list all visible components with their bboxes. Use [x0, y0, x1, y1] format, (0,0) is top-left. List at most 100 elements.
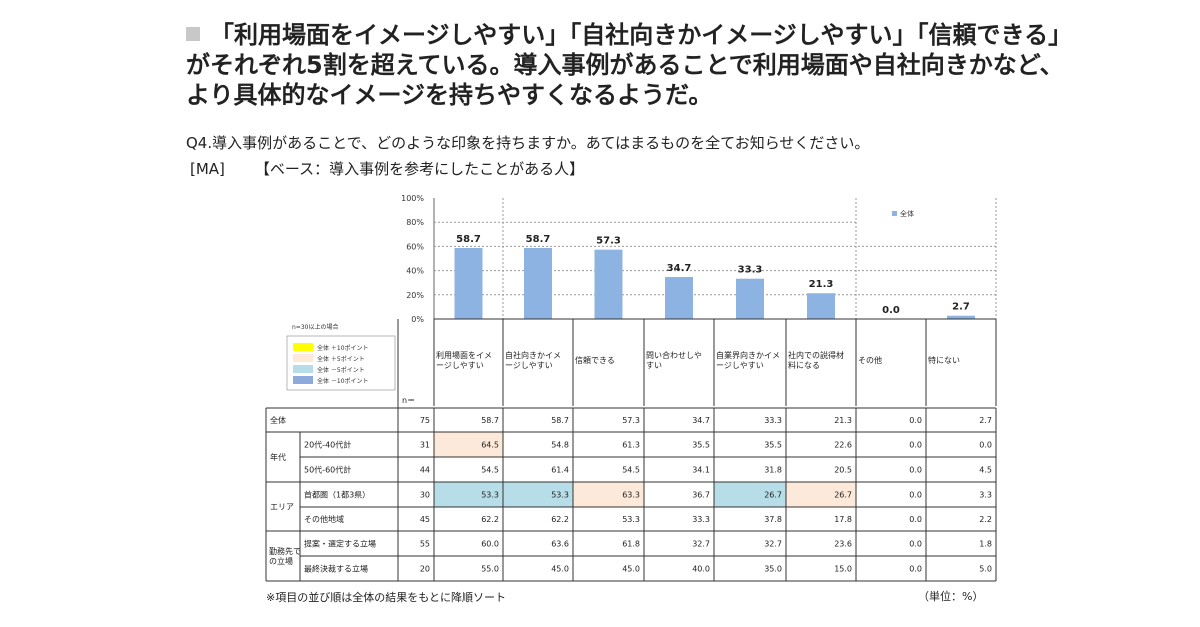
- base-line: [MA] 【ベース：導入事例を参考にしたことがある人】: [190, 158, 584, 179]
- table-cell-value: 22.6: [834, 441, 852, 450]
- legend-note-title: n=30以上の場合: [292, 323, 338, 331]
- row-sub-label: 50代-60代計: [304, 465, 351, 475]
- legend-swatch: [892, 211, 897, 216]
- row-n-value: 30: [420, 491, 430, 500]
- legend-note-label: 全体 ＋10ポイント: [317, 344, 369, 352]
- table-cell-value: 0.0: [909, 491, 922, 500]
- table-cell-value: 0.0: [909, 540, 922, 549]
- bar-value-label: 58.7: [526, 234, 551, 245]
- bar-value-label: 2.7: [952, 302, 970, 313]
- legend-note-swatch: [293, 354, 313, 362]
- bar: [807, 293, 835, 319]
- headline-text: 「利用場面をイメージしやすい」「自社向きかイメージしやすい」「信頼できる」がそれ…: [186, 21, 1064, 109]
- table-cell-value: 34.7: [692, 416, 710, 425]
- table-cell-value: 35.5: [692, 441, 710, 450]
- table-cell-value: 32.7: [692, 540, 710, 549]
- table-cell-value: 58.7: [481, 416, 499, 425]
- row-n-value: 31: [420, 441, 430, 450]
- row-n-value: 20: [420, 565, 430, 574]
- table-cell-value: 33.3: [764, 416, 782, 425]
- bar-value-label: 34.7: [667, 263, 692, 274]
- row-group-label: エリア: [270, 503, 294, 512]
- table-cell-value: 1.8: [979, 540, 992, 549]
- table-cell-value: 17.8: [834, 515, 852, 524]
- legend-note-label: 全体 －5ポイント: [317, 366, 365, 374]
- table-cell-value: 0.0: [909, 515, 922, 524]
- bar: [524, 247, 552, 319]
- table-cell-value: 55.0: [481, 565, 499, 574]
- table-cell-value: 0.0: [909, 565, 922, 574]
- legend-note-swatch: [293, 343, 313, 351]
- table-cell-value: 53.3: [481, 491, 499, 500]
- table-cell-value: 15.0: [834, 565, 852, 574]
- table-cell-value: 64.5: [481, 441, 499, 450]
- bar: [594, 249, 623, 319]
- table-cell-value: 33.3: [692, 515, 710, 524]
- table-cell-value: 53.3: [551, 491, 569, 500]
- row-n-value: 75: [420, 416, 430, 425]
- table-cell-value: 62.2: [551, 515, 569, 524]
- table-cell-value: 45.0: [622, 565, 640, 574]
- bar: [454, 247, 483, 319]
- row-sub-label: その他地域: [304, 514, 344, 524]
- highlight-cell: [434, 482, 503, 507]
- bar: [665, 277, 693, 319]
- table-cell-value: 54.5: [481, 466, 499, 475]
- y-tick-label: 0%: [411, 315, 424, 324]
- table-cell-value: 45.0: [551, 565, 569, 574]
- table-cell-value: 60.0: [481, 540, 499, 549]
- legend-note-label: 全体 ＋5ポイント: [317, 355, 365, 363]
- y-tick-label: 40%: [406, 267, 424, 276]
- table-cell-value: 54.8: [551, 441, 569, 450]
- y-tick-label: 100%: [401, 194, 424, 203]
- category-label: 信頼できる: [575, 355, 615, 365]
- highlight-cell: [573, 482, 644, 507]
- highlight-cell: [786, 482, 856, 507]
- footnote: ※項目の並び順は全体の結果をもとに降順ソート: [266, 591, 506, 604]
- table-cell-value: 2.2: [979, 515, 992, 524]
- row-group-label: 勤務先での立場: [269, 546, 301, 566]
- table-cell-value: 62.2: [481, 515, 499, 524]
- unit-note: （単位：%）: [918, 590, 984, 603]
- category-label: その他: [858, 355, 882, 365]
- table-cell-value: 40.0: [692, 565, 710, 574]
- bar-value-label: 33.3: [738, 265, 763, 276]
- ma-label: [MA]: [190, 160, 225, 178]
- row-n-value: 55: [420, 540, 430, 549]
- table-cell-value: 53.3: [622, 515, 640, 524]
- table-cell-value: 20.5: [834, 466, 852, 475]
- table-cell-value: 35.5: [764, 441, 782, 450]
- table-cell-value: 2.7: [979, 416, 992, 425]
- legend-note-swatch: [293, 365, 313, 373]
- category-label: 利用場面をイメージしやすい: [436, 350, 492, 370]
- table-cell-value: 0.0: [909, 466, 922, 475]
- table-cell-value: 63.3: [622, 491, 640, 500]
- n-header: n＝: [402, 396, 415, 405]
- table-cell-value: 5.0: [979, 565, 992, 574]
- bar-value-label: 57.3: [596, 236, 621, 247]
- y-tick-label: 80%: [406, 218, 424, 227]
- table-cell-value: 34.1: [692, 466, 710, 475]
- highlight-cell: [503, 482, 573, 507]
- bar: [947, 315, 975, 319]
- row-n-value: 45: [420, 515, 430, 524]
- highlight-cell: [714, 482, 786, 507]
- table-cell-value: 63.6: [551, 540, 569, 549]
- legend-note-swatch: [293, 376, 313, 384]
- row-sub-label: 最終決裁する立場: [304, 564, 368, 574]
- table-cell-value: 26.7: [834, 491, 852, 500]
- table-cell-value: 57.3: [622, 416, 640, 425]
- table-cell-value: 61.3: [622, 441, 640, 450]
- y-tick-label: 20%: [406, 291, 424, 300]
- y-tick-label: 60%: [406, 242, 424, 251]
- row-group-label: 全体: [270, 415, 286, 425]
- category-label: 特にない: [928, 355, 960, 365]
- bar: [736, 278, 764, 319]
- table-cell-value: 58.7: [551, 416, 569, 425]
- row-n-value: 44: [420, 466, 430, 475]
- table-cell-value: 36.7: [692, 491, 710, 500]
- legend-label: 全体: [900, 209, 914, 218]
- highlight-cell: [434, 432, 503, 457]
- table-cell-value: 32.7: [764, 540, 782, 549]
